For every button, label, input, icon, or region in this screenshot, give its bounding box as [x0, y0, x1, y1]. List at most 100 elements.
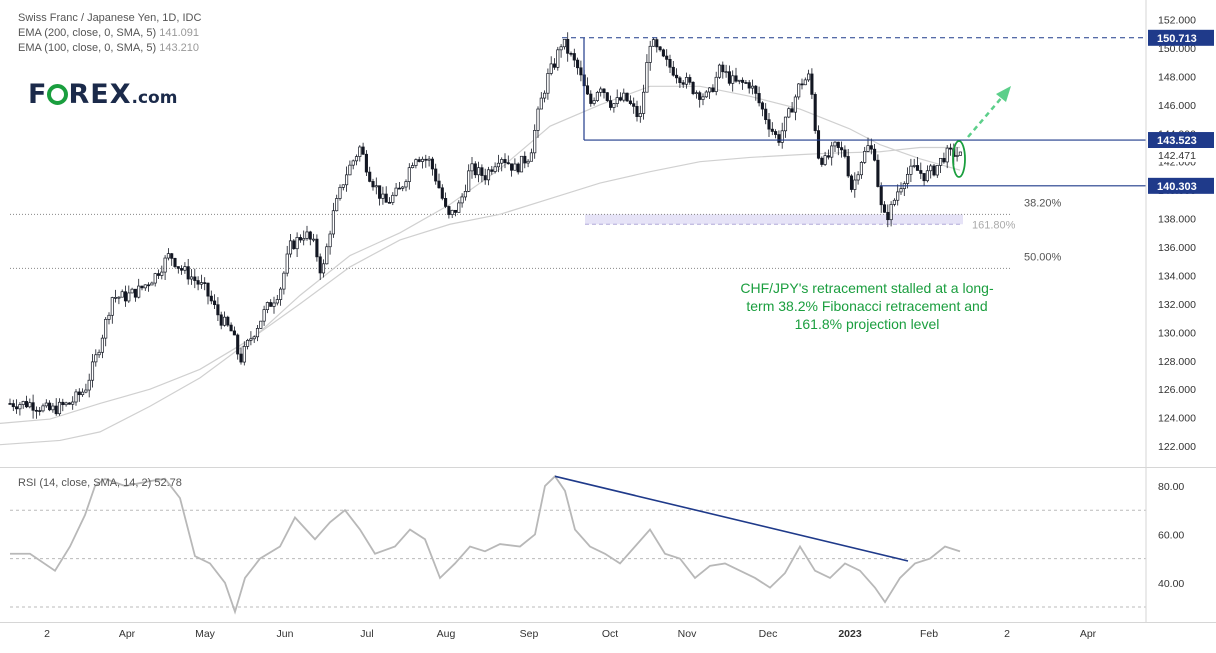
candle-body [899, 188, 903, 193]
candle-body [777, 134, 781, 143]
candle-body [780, 130, 784, 143]
candle-body [140, 285, 144, 289]
candle-body [612, 103, 616, 108]
candle-body [477, 167, 481, 176]
candle-body [84, 389, 88, 393]
price-label-bg [1148, 132, 1214, 149]
price-tick-label: 132.000 [1158, 299, 1196, 311]
candle-body [486, 169, 491, 181]
candle-body [401, 186, 405, 189]
candle-body [338, 187, 342, 199]
candle-body [853, 179, 857, 190]
candle-body [731, 75, 735, 84]
rsi-line [10, 474, 961, 615]
candle-body [444, 198, 448, 207]
candle-body [576, 59, 580, 69]
candle-body [516, 163, 520, 173]
candle-body [741, 79, 745, 83]
candle-body [209, 295, 213, 302]
candle-body [41, 405, 45, 412]
candle-body [279, 288, 283, 300]
candle-body [939, 157, 943, 166]
candle-body [826, 155, 830, 158]
candle-body [226, 316, 230, 326]
candle-body [354, 156, 359, 162]
candle-body [770, 128, 774, 132]
candle-body [87, 379, 91, 391]
candle-body [321, 263, 326, 274]
candle-body [519, 155, 524, 173]
candle-body [665, 55, 669, 60]
price-tick-label: 122.000 [1158, 441, 1196, 453]
candle-body [213, 300, 217, 306]
ema100-value: 143.210 [159, 42, 199, 54]
candle-body [896, 191, 900, 201]
candle-body [285, 253, 289, 274]
candle-body [123, 291, 128, 302]
candle-body [483, 175, 487, 181]
candle-body [599, 88, 603, 93]
candle-body [935, 165, 939, 176]
candle-body [843, 149, 847, 157]
candles [8, 32, 962, 419]
time-tick-label: Nov [678, 628, 697, 640]
candle-body [595, 91, 599, 101]
candle-body [236, 334, 240, 355]
time-axis: 2 Apr May Jun Jul Aug Sep Oct Nov Dec 2023 Feb 2 Apr [44, 628, 1097, 640]
candle-body [737, 79, 741, 82]
candle-body [440, 187, 444, 199]
candle-body [876, 159, 880, 187]
candle-body [556, 49, 560, 68]
candle-body [170, 253, 174, 259]
candle-body [470, 163, 474, 172]
candle-body [328, 233, 332, 248]
candle-body [434, 168, 438, 182]
candle-body [94, 354, 98, 363]
candle-body [585, 85, 590, 95]
candle-body [183, 266, 187, 271]
candle-body [364, 153, 368, 173]
candle-body [467, 170, 471, 192]
candle-body [11, 403, 15, 408]
candle-body [460, 196, 464, 204]
candle-body [199, 282, 203, 285]
candle-body [295, 237, 299, 250]
candle-body [552, 63, 557, 68]
candle-body [859, 162, 863, 176]
price-tick-label: 124.000 [1158, 413, 1196, 425]
rsi-legend: RSI (14, close, SMA, 14, 2) 52.78 [18, 477, 182, 489]
annotation-line-2: term 38.2% Fibonacci retracement and [746, 298, 988, 314]
time-tick-label: Apr [119, 628, 136, 640]
projection-arrow [967, 86, 1011, 138]
rsi-label: RSI (14, close, SMA, 14, 2) [18, 477, 152, 489]
candle-body [800, 83, 804, 86]
candle-body [823, 155, 827, 165]
ema200-value: 141.091 [159, 27, 199, 39]
candle-body [754, 85, 758, 94]
candle-body [384, 193, 388, 203]
candle-body [453, 209, 458, 213]
candle-body [932, 165, 936, 176]
annotation-text: CHF/JPY's retracement stalled at a long-… [712, 279, 1022, 333]
rsi-value: 52.78 [154, 477, 182, 489]
candle-body [609, 100, 613, 108]
candle-body [506, 162, 510, 165]
candle-body [8, 403, 12, 405]
chart-frame [0, 0, 1216, 623]
candle-body [242, 346, 246, 363]
candle-body [404, 181, 408, 188]
candle-body [671, 66, 675, 76]
rsi-tick-label: 40.00 [1158, 578, 1184, 590]
candle-body [397, 187, 401, 190]
candle-body [54, 405, 58, 415]
candle-body [490, 169, 494, 172]
candle-body [701, 96, 705, 100]
candle-body [222, 316, 227, 326]
candle-body [638, 113, 642, 117]
candle-body [21, 401, 25, 405]
candle-body [450, 209, 454, 215]
candle-body [747, 82, 751, 89]
time-tick-label: Feb [920, 628, 938, 640]
candle-body [374, 185, 378, 188]
